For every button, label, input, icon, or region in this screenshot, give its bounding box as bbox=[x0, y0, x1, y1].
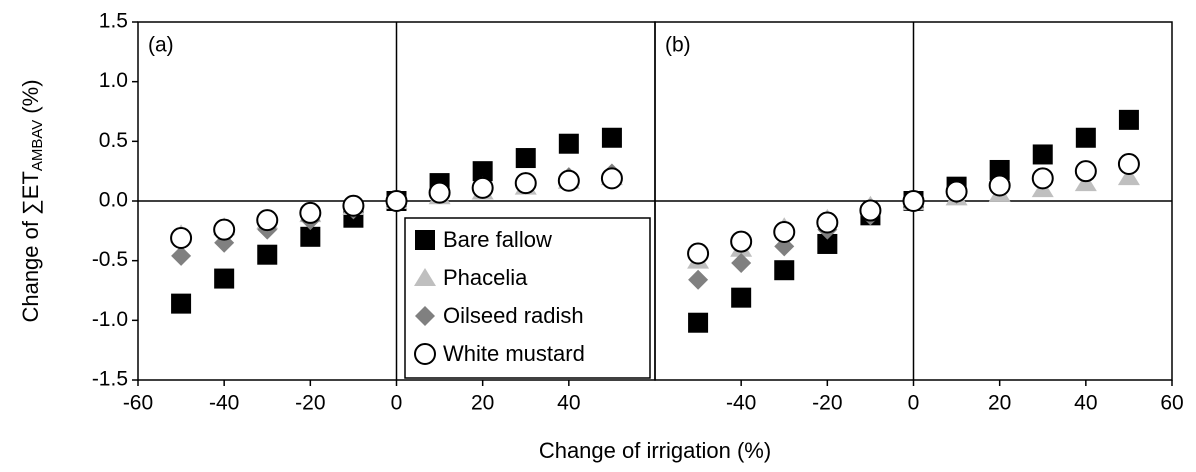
point bbox=[1117, 153, 1140, 176]
point bbox=[257, 244, 278, 265]
point bbox=[730, 230, 753, 253]
x-tick-label: 0 bbox=[391, 392, 403, 415]
point bbox=[688, 269, 709, 290]
point bbox=[601, 127, 622, 148]
legend-box bbox=[404, 217, 651, 379]
y-axis-label: Change of ∑ETAMBAV (%) bbox=[18, 79, 46, 322]
x-tick-label: 40 bbox=[1074, 392, 1097, 415]
x-tick-label: 60 bbox=[1160, 392, 1183, 415]
panel-label: (a) bbox=[148, 34, 174, 57]
y-axis-label-sub: AMBAV bbox=[29, 120, 46, 171]
point bbox=[816, 211, 839, 234]
point bbox=[859, 199, 882, 222]
legend-marker bbox=[414, 268, 436, 286]
point bbox=[600, 167, 623, 190]
x-tick-label: 40 bbox=[557, 392, 580, 415]
legend-label: Phacelia bbox=[443, 265, 528, 290]
legend-label: White mustard bbox=[443, 341, 585, 366]
point bbox=[774, 260, 795, 281]
x-tick-label: 20 bbox=[988, 392, 1011, 415]
legend-marker bbox=[415, 230, 435, 250]
y-axis-label-suffix: (%) bbox=[18, 79, 43, 113]
point bbox=[988, 174, 1011, 197]
point bbox=[171, 293, 192, 314]
y-tick-label: -1.5 bbox=[92, 368, 128, 391]
y-tick-label: 1.5 bbox=[99, 10, 128, 33]
point bbox=[300, 226, 321, 247]
point bbox=[256, 209, 279, 232]
point bbox=[471, 176, 494, 199]
point bbox=[1032, 144, 1053, 165]
x-tick-label: -20 bbox=[295, 392, 325, 415]
point bbox=[687, 242, 710, 265]
point bbox=[1031, 167, 1054, 190]
point bbox=[989, 159, 1010, 180]
legend-marker bbox=[415, 306, 435, 326]
point bbox=[557, 169, 580, 192]
point bbox=[945, 180, 968, 203]
point bbox=[515, 148, 536, 169]
legend-label: Bare fallow bbox=[443, 227, 552, 252]
point bbox=[902, 190, 925, 212]
x-tick-label: 20 bbox=[471, 392, 494, 415]
point bbox=[773, 221, 796, 244]
y-tick-label: 1.0 bbox=[99, 69, 128, 92]
y-tick-label: 0.5 bbox=[99, 129, 128, 152]
point bbox=[1117, 167, 1140, 186]
point bbox=[342, 194, 365, 217]
x-tick-label: -20 bbox=[812, 392, 842, 415]
point bbox=[1074, 160, 1097, 183]
point bbox=[171, 245, 192, 266]
point bbox=[731, 287, 752, 308]
x-tick-label: -40 bbox=[726, 392, 756, 415]
y-tick-label: -0.5 bbox=[92, 248, 128, 271]
panel-label: (b) bbox=[665, 34, 691, 57]
point bbox=[213, 218, 236, 241]
point bbox=[731, 253, 752, 274]
point bbox=[1075, 127, 1096, 148]
point bbox=[688, 312, 709, 333]
x-tick-label: -40 bbox=[209, 392, 239, 415]
point bbox=[385, 190, 408, 212]
x-tick-label: -60 bbox=[123, 392, 153, 415]
y-axis-label-main: Change of ∑ET bbox=[18, 171, 43, 322]
point bbox=[817, 233, 838, 254]
y-tick-label: -1.0 bbox=[92, 308, 128, 331]
legend-label: Oilseed radish bbox=[443, 303, 584, 328]
point bbox=[214, 268, 235, 289]
legend-marker bbox=[414, 343, 436, 365]
point bbox=[558, 133, 579, 154]
point bbox=[1118, 109, 1139, 130]
x-axis-label: Change of irrigation (%) bbox=[539, 438, 771, 463]
point bbox=[472, 161, 493, 182]
point bbox=[428, 181, 451, 204]
point bbox=[514, 172, 537, 195]
point bbox=[170, 226, 193, 249]
y-tick-label: 0.0 bbox=[99, 189, 128, 212]
x-tick-label: 0 bbox=[908, 392, 920, 415]
point bbox=[299, 201, 322, 224]
